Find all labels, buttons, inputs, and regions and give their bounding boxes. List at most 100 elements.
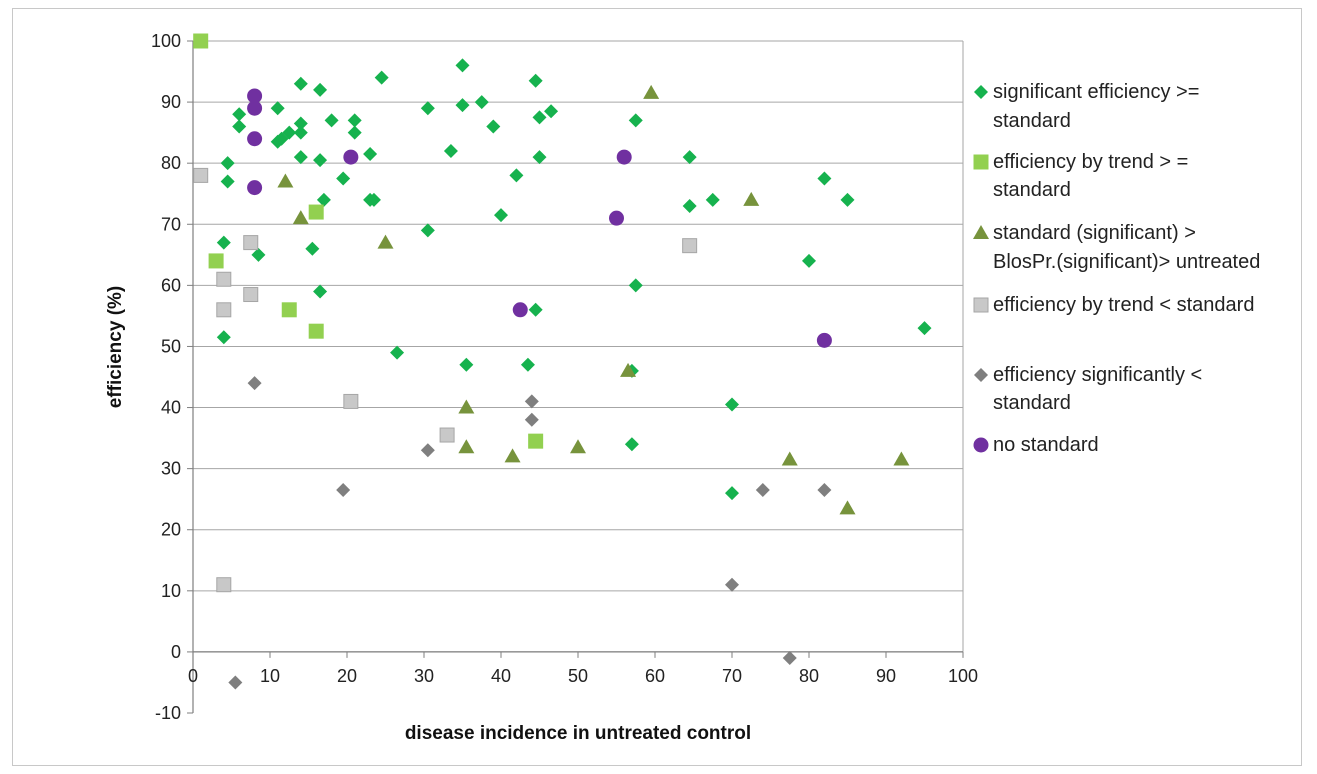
legend-marker-5: [973, 437, 989, 453]
point-s5-2: [247, 100, 263, 116]
point-s1-1: [208, 253, 224, 269]
y-tick-label-7: 60: [161, 275, 181, 295]
legend-label-5-0: no standard: [993, 434, 1099, 456]
point-s0-3: [220, 156, 235, 171]
legend-item-4: efficiency significantly < standard: [974, 364, 1202, 414]
y-tick-label-0: -10: [155, 703, 181, 723]
point-s0-13: [293, 116, 308, 131]
legend-label-2-1: BlosPr.(significant)> untreated: [993, 251, 1260, 273]
point-s2-6: [570, 439, 586, 454]
point-s2-1: [292, 210, 309, 225]
point-s0-16: [313, 284, 328, 299]
point-s3-3: [216, 271, 232, 287]
point-s2-2: [377, 234, 394, 249]
point-s0-11: [293, 150, 308, 165]
legend-item-5: no standard: [973, 434, 1099, 456]
x-tick-label-6: 60: [645, 666, 665, 686]
point-s0-28: [390, 345, 405, 360]
point-s0-34: [459, 357, 474, 372]
point-s2-7: [620, 362, 637, 377]
point-s5-6: [609, 210, 624, 226]
point-s0-45: [624, 437, 639, 452]
point-s2-0: [277, 173, 294, 188]
point-s0-44: [544, 104, 559, 119]
point-s2-12: [893, 451, 910, 466]
legend-item-1: efficiency by trend > = standard: [973, 151, 1188, 201]
y-tick-label-3: 20: [161, 520, 181, 540]
point-s2-3: [458, 439, 475, 454]
point-s3-0: [193, 167, 209, 183]
point-s0-57: [917, 321, 932, 336]
y-tick-label-6: 50: [161, 336, 181, 356]
legend: significant efficiency >=standardefficie…: [973, 81, 1260, 456]
y-tick-label-9: 80: [161, 153, 181, 173]
grid-lines: [193, 40, 964, 653]
point-s0-32: [455, 98, 470, 113]
series-0: [216, 58, 932, 501]
point-s4-5: [524, 394, 539, 409]
point-s5-3: [247, 88, 263, 104]
point-s0-18: [313, 82, 328, 97]
legend-item-2: standard (significant) > BlosPr.(signific…: [973, 222, 1260, 273]
y-tick-label-11: 100: [151, 31, 181, 51]
point-s4-9: [817, 483, 832, 498]
point-s4-4: [524, 412, 539, 427]
point-s2-9: [743, 191, 760, 206]
series-4: [228, 376, 832, 690]
point-s0-55: [817, 171, 832, 186]
y-tick-label-8: 70: [161, 214, 181, 234]
point-s3-4: [243, 287, 259, 303]
y-tick-label-2: 10: [161, 581, 181, 601]
point-s1-0: [193, 33, 209, 49]
point-s0-49: [682, 198, 697, 213]
point-s0-35: [474, 95, 489, 110]
series-3: [193, 167, 698, 593]
point-s3-1: [216, 577, 232, 593]
legend-marker-2: [973, 225, 989, 239]
point-s3-8: [682, 238, 698, 254]
point-s0-10: [282, 125, 297, 140]
y-tick-label-10: 90: [161, 92, 181, 112]
point-s0-33: [455, 58, 470, 73]
point-s0-8: [270, 101, 285, 116]
point-s0-6: [251, 247, 266, 262]
point-s5-5: [512, 302, 528, 318]
series-2: [277, 84, 910, 515]
point-s3-5: [243, 235, 259, 251]
point-s0-2: [220, 174, 235, 189]
point-s0-1: [216, 235, 231, 250]
point-s0-36: [486, 119, 501, 134]
x-tick-label-9: 90: [876, 666, 896, 686]
point-s1-4: [308, 204, 324, 220]
point-s1-3: [308, 323, 324, 339]
point-s5-8: [816, 332, 832, 348]
legend-label-1-1: standard: [993, 179, 1071, 201]
point-s0-53: [725, 397, 739, 412]
point-s0-40: [528, 302, 543, 317]
y-tick-label-5: 40: [161, 398, 181, 418]
x-tick-label-3: 30: [414, 666, 434, 686]
point-s4-3: [420, 443, 435, 458]
x-tick-label-5: 50: [568, 666, 588, 686]
point-s2-4: [458, 399, 475, 414]
legend-marker-0: [974, 85, 988, 99]
x-axis-title: disease incidence in untreated control: [405, 723, 751, 744]
legend-label-3-0: efficiency by trend < standard: [993, 294, 1254, 316]
point-s0-27: [374, 70, 389, 85]
point-s3-6: [343, 393, 359, 409]
point-s0-31: [443, 143, 458, 158]
point-s0-42: [532, 150, 547, 165]
point-s1-2: [281, 302, 297, 318]
point-s0-41: [528, 73, 543, 88]
point-s0-17: [313, 153, 328, 168]
point-s4-1: [247, 376, 262, 391]
point-s1-5: [528, 433, 544, 449]
point-s0-56: [840, 192, 855, 207]
point-s3-7: [439, 427, 455, 443]
point-s0-15: [305, 241, 320, 256]
series-5: [247, 88, 832, 348]
x-tick-label-1: 10: [260, 666, 280, 686]
point-s5-7: [616, 149, 632, 165]
point-s0-39: [520, 357, 535, 372]
